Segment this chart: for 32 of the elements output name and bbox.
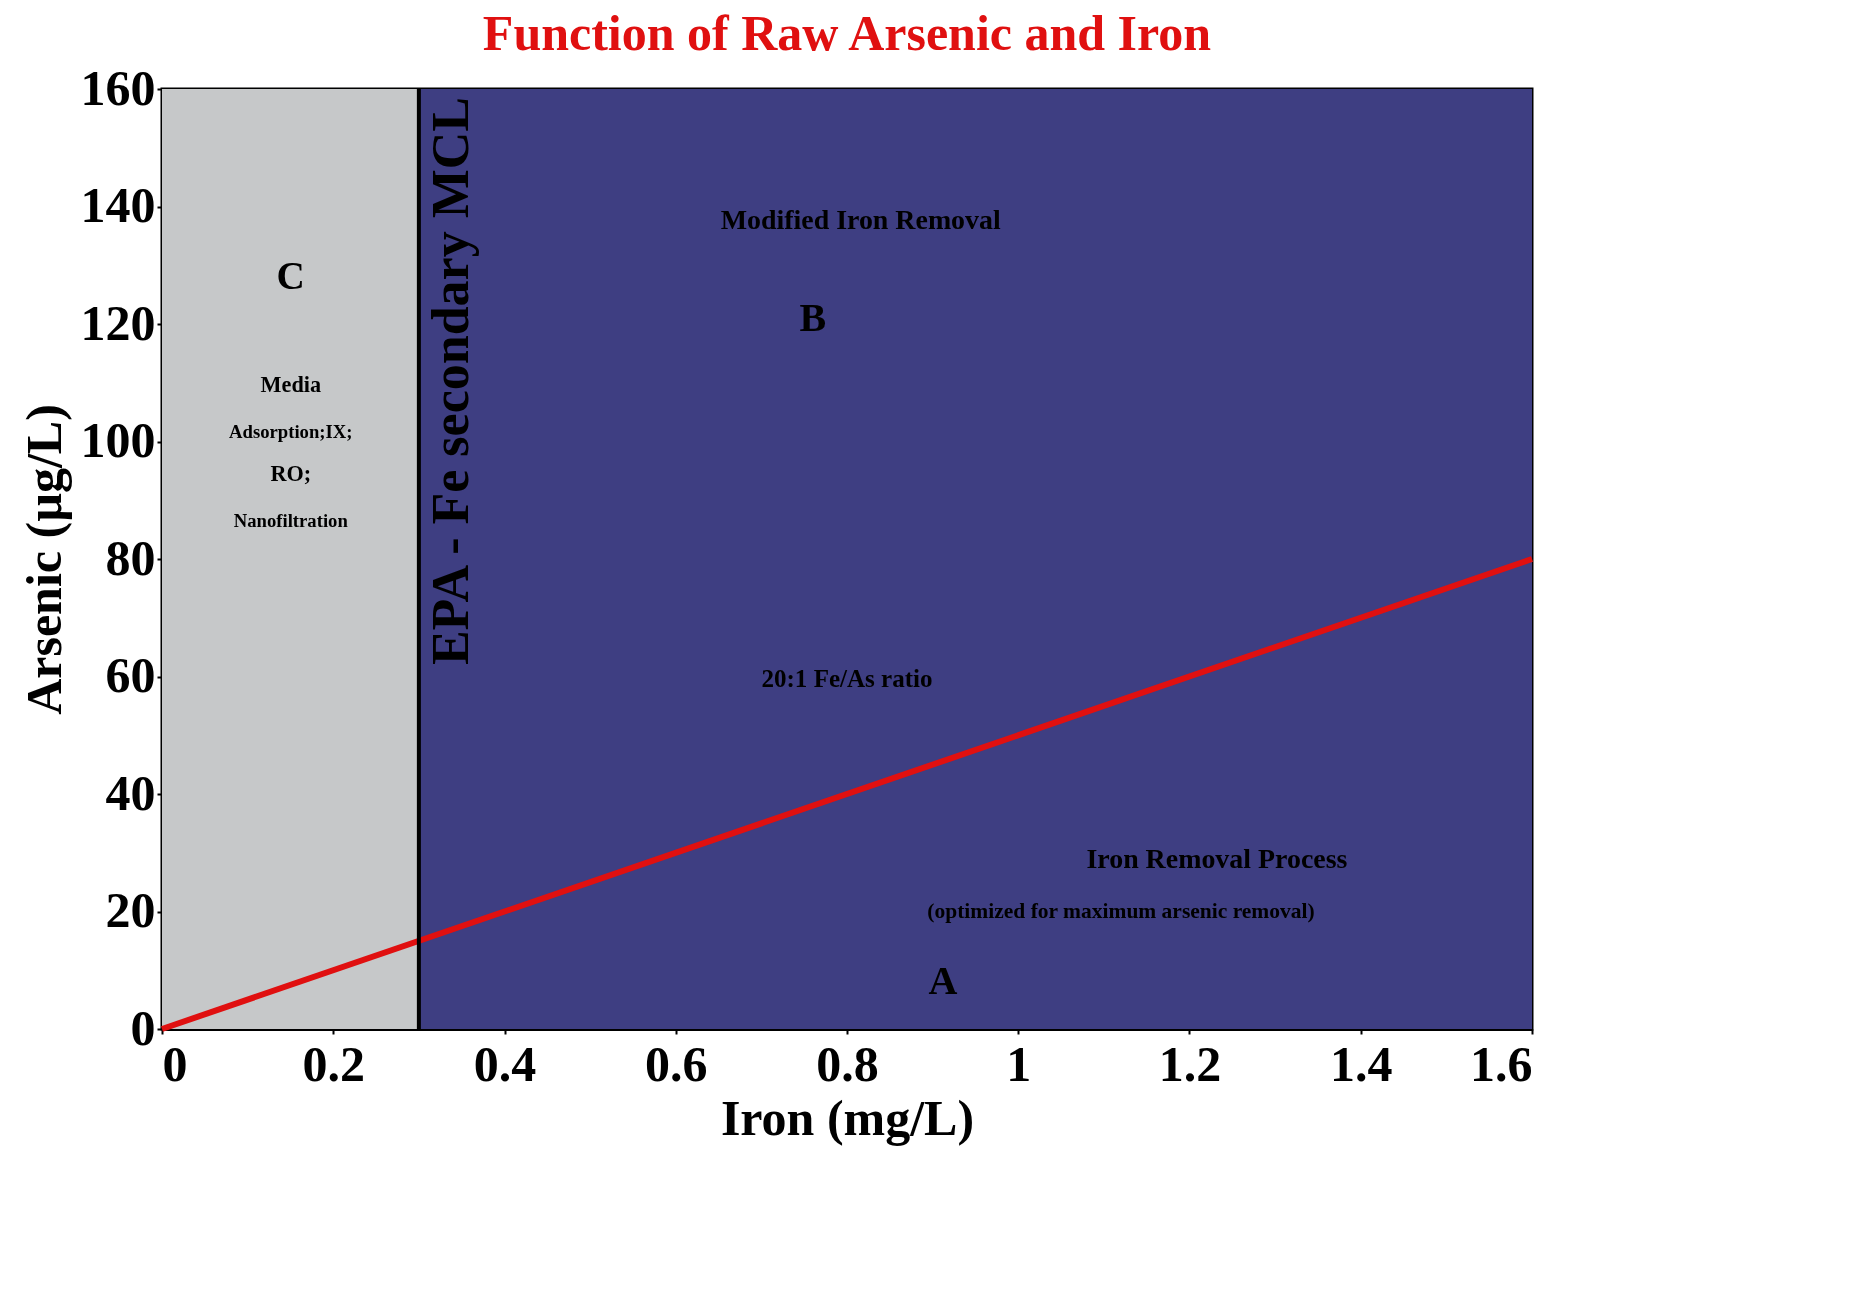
y-tick-label: 100 [80, 412, 156, 468]
x-tick-label: 0.6 [645, 1035, 708, 1092]
annotation: RO; [270, 461, 312, 487]
x-tick-label: 0.4 [473, 1035, 537, 1092]
x-tick-label: 0.8 [816, 1035, 879, 1092]
ref-line-label: EPA - Fe secondary MCL [421, 97, 479, 666]
x-tick-label: 1 [1006, 1035, 1032, 1092]
x-tick-label: 1.6 [1470, 1035, 1533, 1092]
annotation: C [276, 254, 305, 297]
chart-title: Function of Raw Arsenic and Iron [482, 5, 1212, 61]
x-axis-title: Iron (mg/L) [720, 1089, 975, 1146]
annotation: Nanofiltration [233, 510, 349, 532]
x-tick-label: 1.4 [1330, 1035, 1393, 1092]
y-tick-label: 20 [105, 882, 156, 938]
annotation: B [799, 295, 827, 341]
annotation: (optimized for maximum arsenic removal) [927, 898, 1315, 923]
y-tick-label: 140 [80, 177, 156, 233]
annotation: Media [260, 372, 322, 398]
annotation: A [928, 958, 958, 1003]
x-tick-label: 0.2 [302, 1035, 365, 1092]
x-tick-label: 1.2 [1158, 1035, 1222, 1092]
y-axis-title: Arsenic (µg/L) [15, 404, 72, 715]
y-tick-label: 60 [105, 647, 156, 703]
y-tick-label: 40 [105, 764, 156, 821]
y-tick-label: 120 [80, 294, 156, 351]
y-tick-label: 80 [105, 529, 156, 586]
annotation: 20:1 Fe/As ratio [761, 665, 933, 693]
annotation: Modified Iron Removal [720, 203, 1001, 235]
y-tick-label: 160 [80, 59, 156, 116]
annotation: Adsorption;IX; [229, 421, 353, 443]
annotation: Iron Removal Process [1086, 842, 1348, 874]
y-tick-label: 0 [130, 999, 156, 1056]
